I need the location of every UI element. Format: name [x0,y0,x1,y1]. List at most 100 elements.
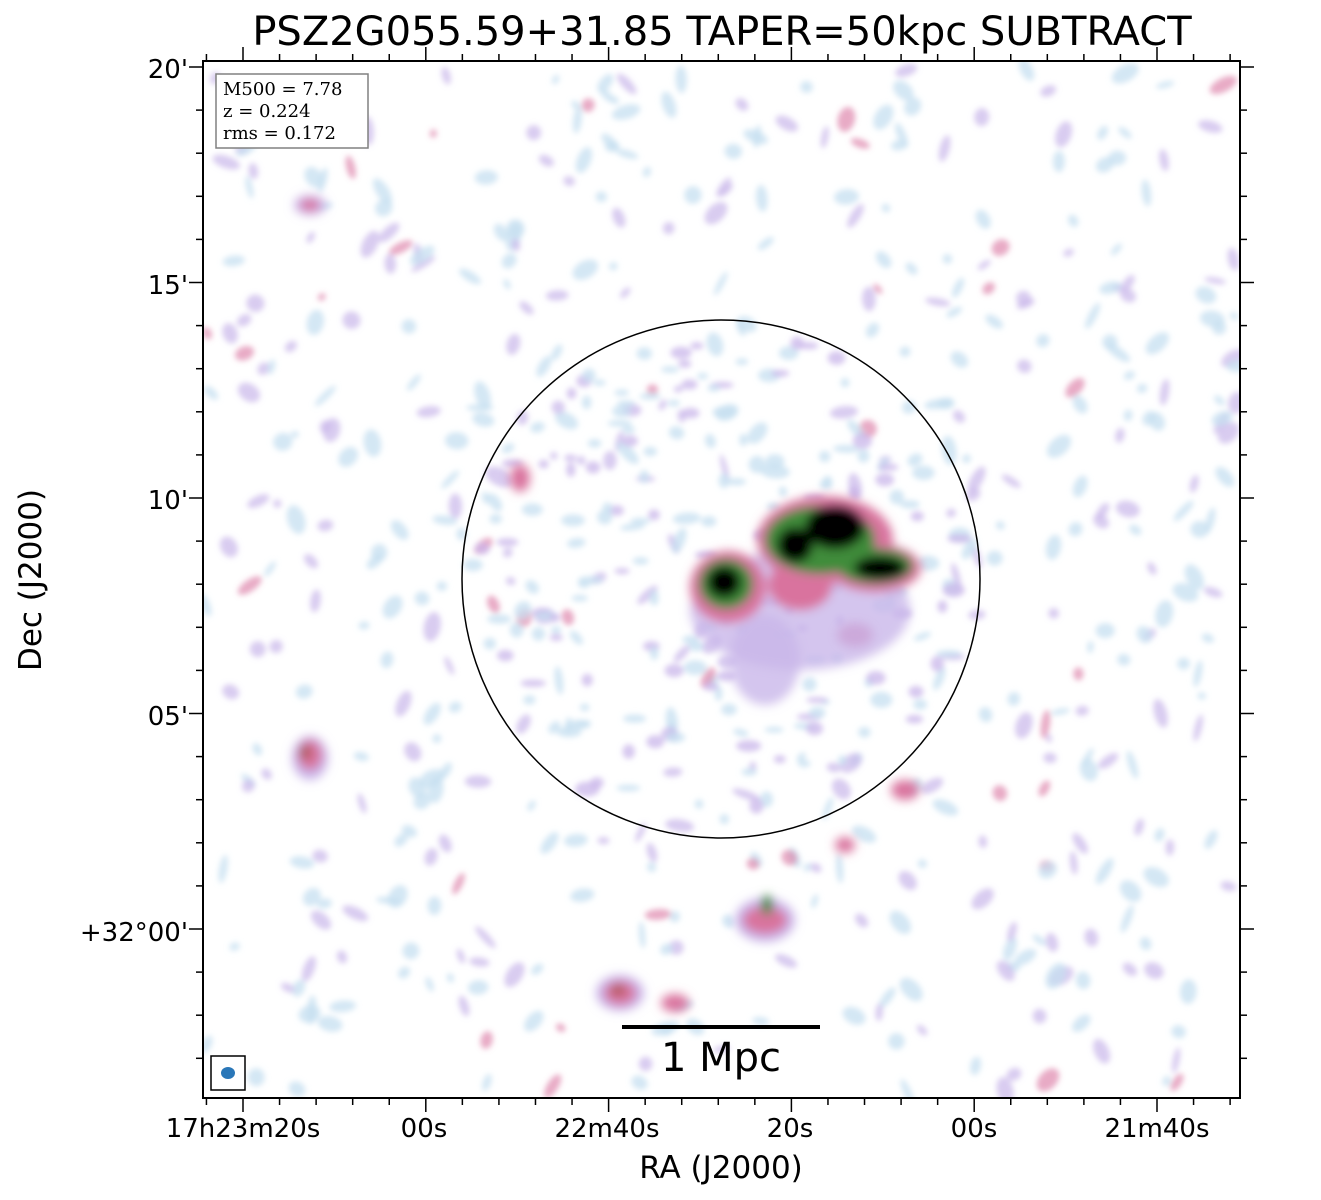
noise-blob [669,911,681,923]
noise-blob [631,1075,648,1090]
noise-blob [649,646,659,660]
noise-blob [237,576,262,595]
noise-blob [502,547,513,558]
noise-blob [597,74,614,93]
noise-blob [946,508,957,518]
noise-blob [1045,534,1062,560]
noise-blob [1106,343,1131,363]
axis-ticks [189,47,1254,1112]
noise-blob [881,203,891,213]
noise-blob [273,499,282,508]
noise-blob [697,372,709,380]
info-rms: rms = 0.172 [223,123,336,144]
noise-blob [329,1000,357,1013]
noise-blob [550,626,562,634]
noise-blob [822,475,833,488]
noise-blob [509,622,524,638]
noise-blob [1136,383,1148,394]
y-tick-label: +32°00' [80,918,188,948]
noise-blob [678,359,692,368]
y-tick-label: 20' [148,55,188,85]
noise-blob [975,209,991,229]
noise-blob [724,143,743,159]
noise-blob [472,412,495,427]
noise-blob [831,778,851,800]
noise-blob [755,184,768,212]
noise-blob [614,568,630,575]
noise-blob [317,519,334,532]
noise-blob [585,461,601,474]
noise-blob [671,527,687,554]
noise-blob [1099,281,1122,295]
noise-blob [566,387,577,400]
noise-blob [900,500,920,509]
info-m500: M500 = 7.78 [223,79,342,100]
noise-blob [312,849,328,863]
noise-blob [850,138,870,149]
noise-blob [991,239,1010,256]
noise-blob [712,406,737,419]
noise-blob [644,909,672,920]
noise-blob [970,1056,982,1076]
noise-blob [946,306,963,318]
noise-blob [314,385,336,407]
noise-blob [612,207,626,228]
noise-blob [904,97,922,116]
noise-blob [409,245,435,266]
noise-blob [474,542,490,555]
noise-blob [310,910,332,930]
noise-blob [1173,500,1194,522]
emission-layer [203,61,1240,1098]
noise-blob [800,81,813,93]
noise-blob [608,262,618,271]
noise-blob [665,732,686,743]
noise-blob [822,796,834,821]
noise-blob [1171,1025,1186,1039]
noise-blob [616,73,637,95]
noise-blob [1145,332,1170,355]
noise-blob [581,395,592,410]
compact-source-left [292,195,328,780]
noise-blob [469,957,490,967]
noise-blob [1110,243,1122,256]
noise-blob [673,645,691,663]
noise-blob [873,284,883,294]
noise-blob [444,432,469,450]
noise-blob [475,926,496,949]
noise-blob [237,382,261,403]
noise-blob [700,667,716,688]
noise-blob [264,561,276,577]
noise-blob [1081,748,1094,767]
noise-blob [487,614,512,624]
noise-blob [289,856,315,869]
noise-blob [889,910,912,935]
noise-blob [1063,248,1074,257]
noise-blob [384,253,397,274]
y-tick-label: 05' [148,702,188,732]
noise-blob [414,591,430,606]
noise-blob [1007,921,1018,942]
noise-blob [549,451,558,460]
x-tick-label: 20s [767,1114,814,1144]
noise-blob [290,430,299,439]
noise-blob [621,435,638,447]
noise-blob [295,684,313,699]
noise-blob [1032,1008,1047,1024]
noise-blob [616,149,639,160]
noise-blob [913,699,928,710]
noise-blob [718,473,730,489]
noise-blob [866,671,886,685]
noise-blob [236,313,252,327]
noise-blob [878,987,896,1008]
noise-blob [942,583,965,598]
noise-blob [467,980,489,995]
noise-blob [427,896,442,915]
noise-blob [482,1074,492,1091]
noise-blob [1203,586,1223,598]
beam-indicator [210,1055,246,1091]
noise-blob [861,286,876,312]
noise-blob [986,550,1003,566]
noise-blob [204,385,219,400]
noise-blob [511,238,521,252]
noise-blob [1215,466,1235,487]
